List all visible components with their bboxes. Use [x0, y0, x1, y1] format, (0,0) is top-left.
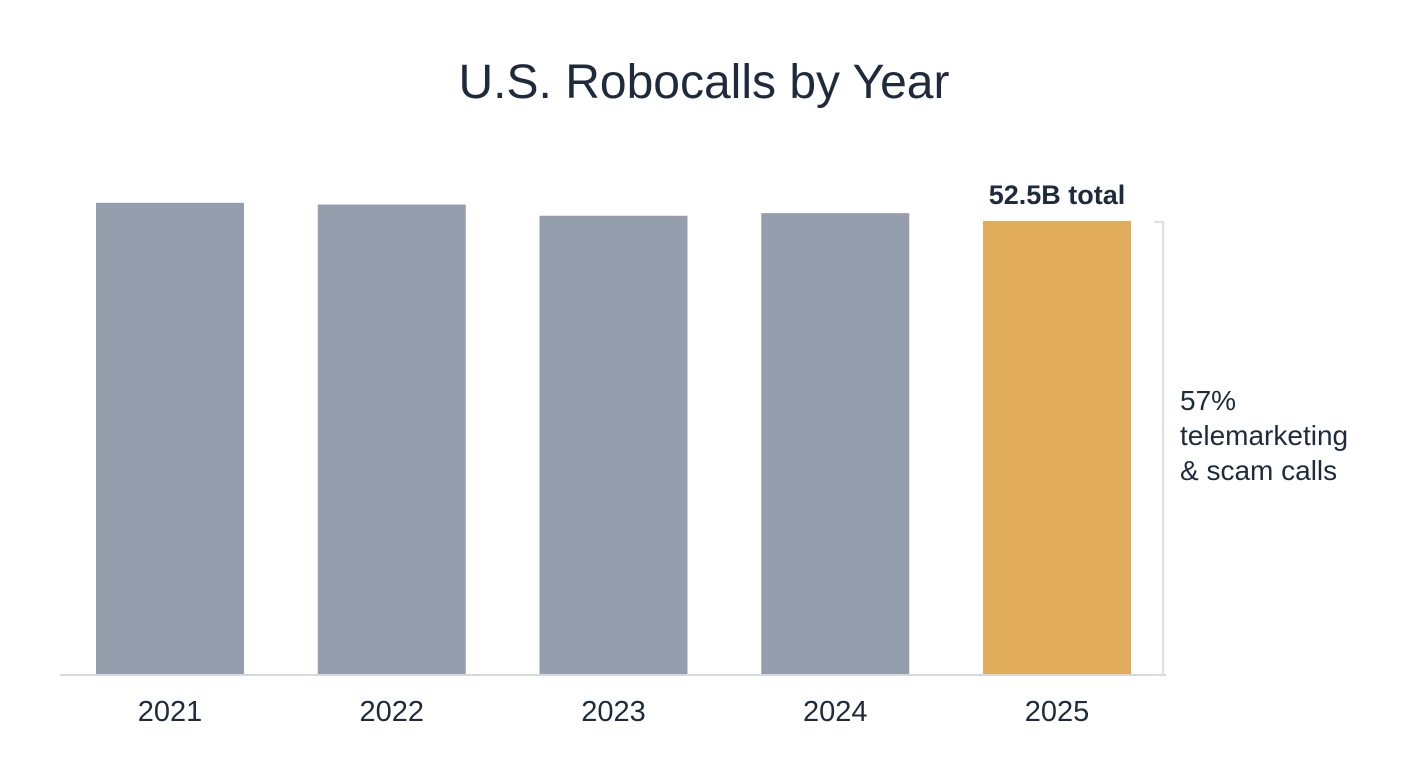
data-label-2025: 52.5B total: [989, 180, 1126, 210]
bar-group: [96, 202, 1131, 675]
data-labels: 52.5B total: [989, 180, 1126, 210]
bracket-line: [1154, 220, 1164, 676]
annotation-bracket: [1154, 220, 1164, 676]
annotation-text: 57% telemarketing & scam calls: [1180, 385, 1348, 486]
x-tick-label-2022: 2022: [359, 696, 424, 728]
annotation-line-1: 57%: [1180, 385, 1236, 416]
annotation-line-3: & scam calls: [1180, 455, 1337, 486]
x-tick-label-2024: 2024: [803, 696, 868, 728]
x-tick-label-2025: 2025: [1025, 696, 1090, 728]
bar-2024: [761, 213, 910, 674]
bar-2021: [96, 202, 244, 674]
chart-title: U.S. Robocalls by Year: [459, 56, 950, 109]
x-tick-label-2021: 2021: [138, 696, 203, 728]
bar-2022: [317, 204, 466, 674]
bar-2025: [983, 220, 1131, 675]
x-tick-label-2023: 2023: [581, 696, 646, 728]
annotation-line-2: telemarketing: [1180, 420, 1348, 451]
x-tick-labels: 2021 2022 2023 2024 2025: [138, 696, 1090, 728]
bar-2023: [539, 215, 688, 674]
